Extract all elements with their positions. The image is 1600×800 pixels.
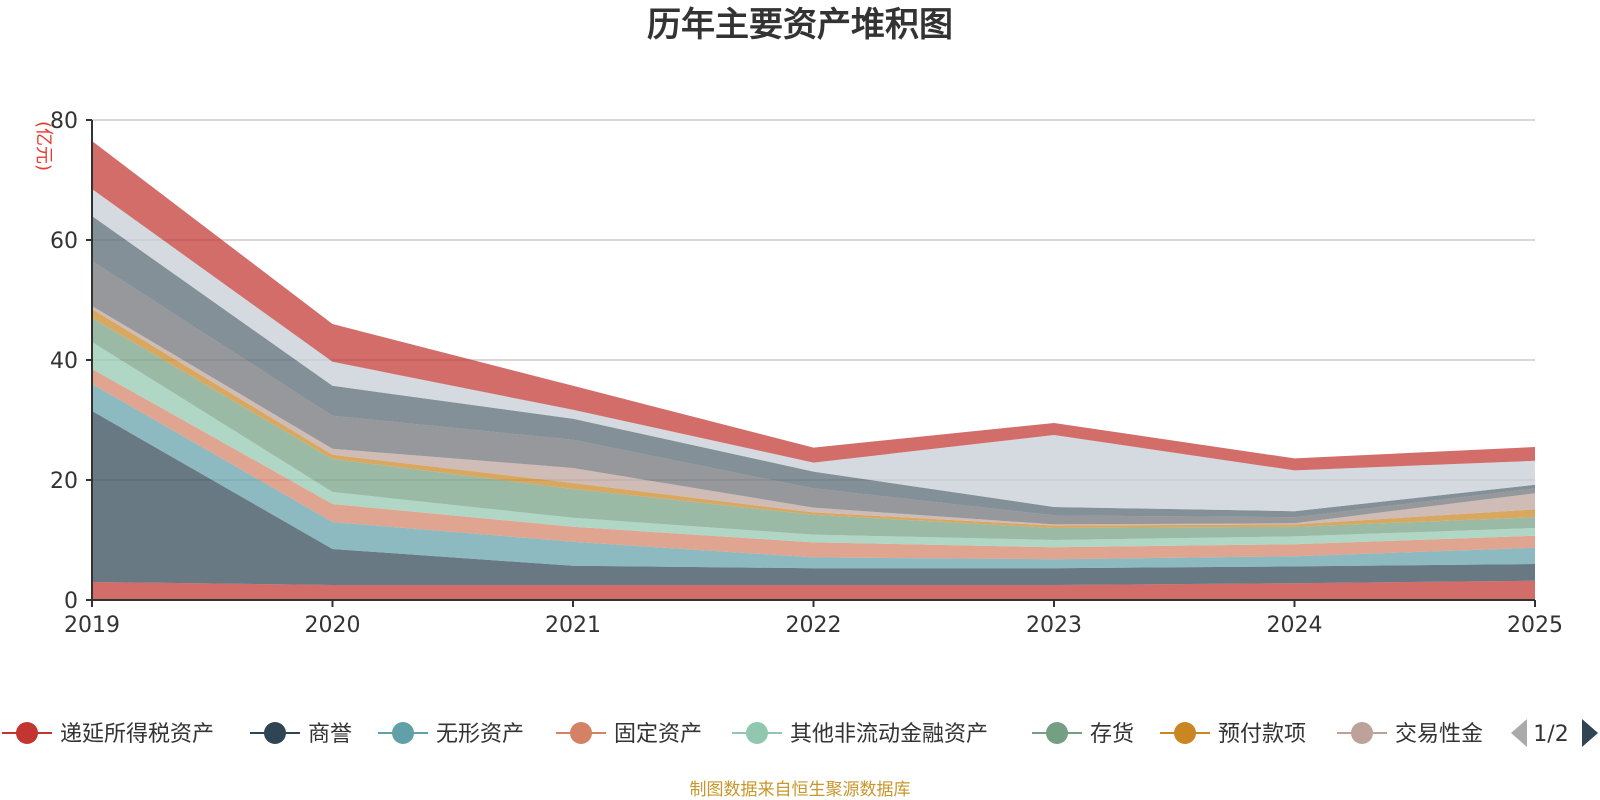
x-tick-label: 2024 — [1267, 613, 1323, 638]
legend-item[interactable]: 交易性金融资产 — [1337, 722, 1549, 747]
legend-label: 交易性金融资产 — [1395, 722, 1549, 747]
y-tick-label: 80 — [50, 109, 78, 134]
x-tick-label: 2020 — [305, 613, 361, 638]
x-tick-label: 2022 — [786, 613, 842, 638]
legend-page-indicator: 1/2 — [1533, 722, 1568, 747]
area-series — [92, 318, 1535, 540]
legend-next-page-icon[interactable] — [1582, 719, 1598, 747]
legend-label: 预付款项 — [1218, 722, 1306, 747]
area-series — [92, 309, 1535, 528]
legend-pager[interactable]: 1/2 — [1511, 719, 1598, 747]
legend-circle-marker — [746, 722, 768, 744]
y-tick-label: 40 — [50, 349, 78, 374]
legend-item[interactable]: 商誉 — [250, 722, 352, 747]
x-tick-label: 2021 — [545, 613, 601, 638]
legend-circle-marker — [1351, 722, 1373, 744]
x-tick-label: 2019 — [64, 613, 120, 638]
area-series — [92, 411, 1535, 585]
legend-circle-marker — [264, 722, 286, 744]
x-axis-tick-labels: 2019 2020 2021 2022 2023 2024 2025 — [64, 613, 1563, 638]
x-tick-label: 2025 — [1507, 613, 1563, 638]
legend-item[interactable]: 无形资产 — [378, 722, 524, 747]
legend-circle-marker — [392, 722, 414, 744]
legend-circle-marker — [1046, 722, 1068, 744]
legend-label: 无形资产 — [436, 722, 524, 747]
legend-item[interactable]: 其他非流动金融资产 — [732, 722, 988, 747]
data-source-note: 制图数据来自恒生聚源数据库 — [690, 780, 911, 800]
area-series — [92, 189, 1535, 512]
chart-title: 历年主要资产堆积图 — [647, 5, 953, 45]
legend-label: 固定资产 — [614, 722, 702, 747]
series-areas — [92, 141, 1535, 600]
legend-label: 商誉 — [308, 722, 352, 747]
legend-circle-marker — [570, 722, 592, 744]
legend[interactable]: 递延所得税资产 商誉 无形资产 固定资产 其他非流动金融资产 存货 预付款项 交易性金融资产 — [2, 722, 1549, 747]
y-axis-tick-labels: 0 20 40 60 80 — [50, 109, 78, 614]
axes — [86, 119, 1536, 607]
y-axis-label: (亿元) — [33, 121, 54, 171]
legend-circle-marker — [16, 722, 38, 744]
legend-label: 递延所得税资产 — [60, 722, 214, 747]
legend-label: 其他非流动金融资产 — [790, 722, 988, 747]
legend-item[interactable]: 固定资产 — [556, 722, 702, 747]
legend-label: 存货 — [1090, 722, 1134, 747]
legend-circle-marker — [1174, 722, 1196, 744]
y-tick-label: 60 — [50, 229, 78, 254]
x-tick-label: 2023 — [1026, 613, 1082, 638]
legend-item[interactable]: 预付款项 — [1160, 722, 1306, 747]
legend-item[interactable]: 递延所得税资产 — [2, 722, 214, 747]
y-tick-label: 0 — [64, 589, 78, 614]
legend-prev-page-icon[interactable] — [1511, 719, 1527, 747]
y-tick-label: 20 — [50, 469, 78, 494]
area-series — [92, 580, 1535, 600]
legend-item[interactable]: 存货 — [1032, 722, 1134, 747]
